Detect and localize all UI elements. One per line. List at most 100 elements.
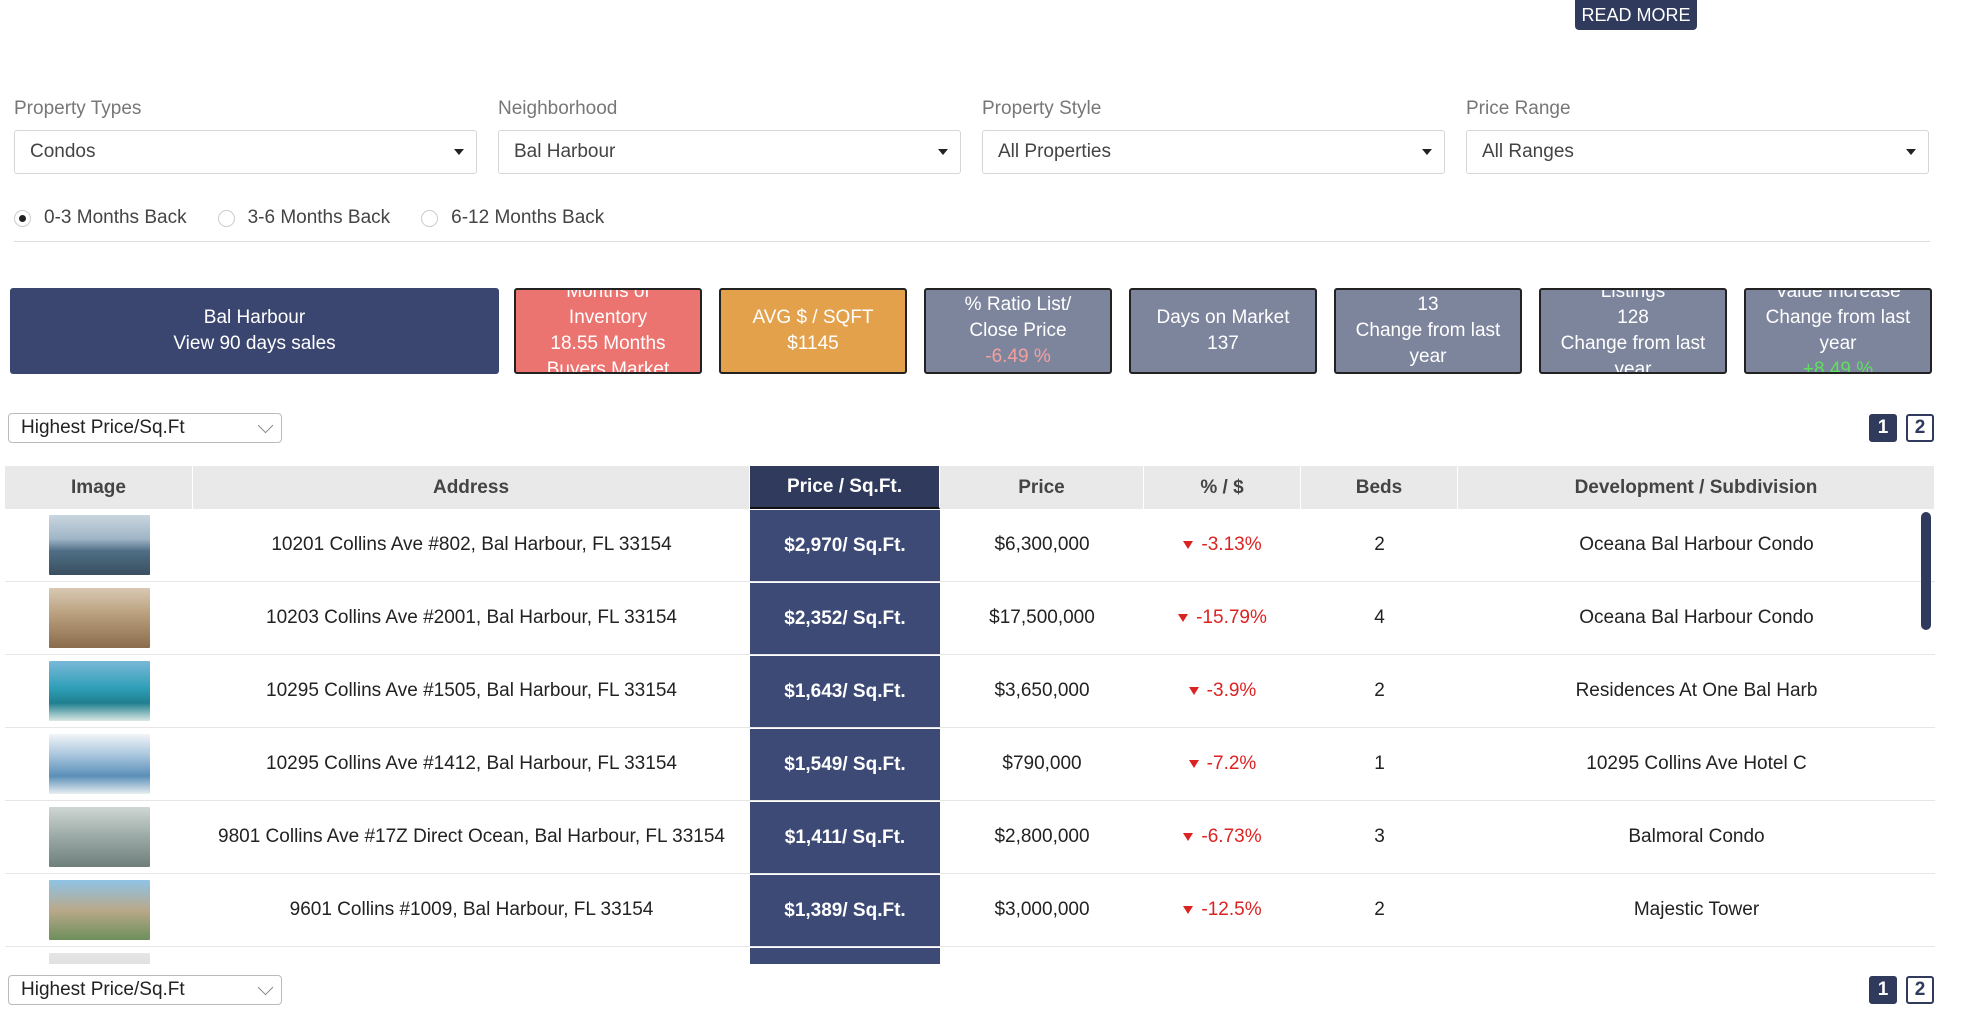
- radio-button[interactable]: [14, 209, 31, 227]
- address-cell[interactable]: 10203 Collins Ave #2001, Bal Harbour, FL…: [266, 607, 677, 628]
- property-thumbnail[interactable]: [48, 953, 150, 964]
- address-cell[interactable]: 10295 Collins Ave #1412, Bal Harbour, FL…: [266, 753, 677, 774]
- header-beds[interactable]: Beds: [1301, 466, 1458, 509]
- percent-cell: -3.9%: [1144, 655, 1301, 727]
- price-per-sqft-cell: $1,549/ Sq.Ft.: [750, 728, 940, 800]
- header-address[interactable]: Address: [193, 466, 750, 509]
- property-thumbnail[interactable]: [48, 588, 150, 648]
- development-cell: Oceana Bal Harbour Condo: [1579, 607, 1814, 628]
- read-more-button[interactable]: READ MORE: [1575, 0, 1697, 30]
- development-cell: Oceana Bal Harbour Condo: [1579, 534, 1814, 555]
- table-row[interactable]: 10203 Collins Ave #2001, Bal Harbour, FL…: [5, 582, 1935, 655]
- price-range-select[interactable]: All Ranges: [1466, 130, 1929, 174]
- change-card[interactable]: 13 Change from last year: [1334, 288, 1522, 374]
- stat-line: 13: [1417, 294, 1439, 315]
- stat-line: Inventory: [568, 307, 648, 328]
- months-inventory-card[interactable]: Months of Inventory 18.55 Months Buyers Mar…: [514, 288, 702, 374]
- sort-select-bottom[interactable]: Highest Price/Sq.Ft: [8, 975, 282, 1005]
- address-cell[interactable]: 10295 Collins Ave #1505, Bal Harbour, FL…: [266, 680, 677, 701]
- property-thumbnail[interactable]: [48, 734, 150, 794]
- radio-button[interactable]: [421, 209, 439, 227]
- page-2-button[interactable]: 2: [1906, 414, 1934, 442]
- table-row[interactable]: 10295 Collins Ave #1412, Bal Harbour, FL…: [5, 728, 1935, 801]
- beds-cell: 2: [1374, 680, 1385, 701]
- percent-cell: -12.5%: [1144, 874, 1301, 946]
- table-row[interactable]: 9601 Collins #1009, Bal Harbour, FL 3315…: [5, 874, 1935, 947]
- radio-0-3-months[interactable]: 0-3 Months Back: [14, 207, 187, 229]
- neighborhood-sales-card[interactable]: Bal Harbour View 90 days sales: [10, 288, 499, 374]
- address-cell[interactable]: [193, 947, 750, 964]
- header-development[interactable]: Development / Subdivision: [1458, 466, 1935, 509]
- listings-card[interactable]: Listings 128 Change from last year: [1539, 288, 1727, 374]
- down-triangle-icon: [1183, 906, 1194, 914]
- table-row[interactable]: 10201 Collins Ave #802, Bal Harbour, FL …: [5, 509, 1935, 582]
- stat-line: 137: [1207, 333, 1239, 354]
- address-cell[interactable]: 9801 Collins Ave #17Z Direct Ocean, Bal …: [218, 826, 725, 847]
- development-cell: Balmoral Condo: [1628, 826, 1765, 847]
- stat-line: Change from last: [1765, 307, 1911, 328]
- property-thumbnail[interactable]: [48, 515, 150, 575]
- radio-3-6-months[interactable]: 3-6 Months Back: [217, 207, 391, 229]
- address-cell[interactable]: 10201 Collins Ave #802, Bal Harbour, FL …: [271, 534, 672, 555]
- radio-6-12-months[interactable]: 6-12 Months Back: [421, 207, 604, 229]
- caret-down-icon: [1906, 149, 1916, 155]
- property-types-select[interactable]: Condos: [14, 130, 477, 174]
- property-thumbnail[interactable]: [48, 807, 150, 867]
- down-triangle-icon: [1188, 687, 1199, 695]
- table-row[interactable]: [5, 947, 1935, 964]
- down-triangle-icon: [1183, 833, 1194, 841]
- beds-cell: 4: [1374, 607, 1385, 628]
- radio-button[interactable]: [217, 209, 235, 227]
- page-2-button[interactable]: 2: [1906, 976, 1934, 1004]
- select-value: All Properties: [998, 141, 1111, 162]
- table-row[interactable]: 9801 Collins Ave #17Z Direct Ocean, Bal …: [5, 801, 1935, 874]
- price-per-sqft-cell: $2,352/ Sq.Ft.: [750, 582, 940, 654]
- stat-line: View 90 days sales: [173, 333, 336, 354]
- ratio-list-close-card[interactable]: % Ratio List/Close Price -6.49 %: [924, 288, 1112, 374]
- beds-cell: 3: [1374, 826, 1385, 847]
- header-price-per-sqft[interactable]: Price / Sq.Ft.: [750, 466, 940, 509]
- stat-line: $1145: [787, 333, 839, 354]
- price-per-sqft-cell: [750, 947, 940, 964]
- stat-line: -6.49 %: [985, 346, 1051, 367]
- chevron-down-icon: [257, 417, 274, 434]
- table-row[interactable]: 10295 Collins Ave #1505, Bal Harbour, FL…: [5, 655, 1935, 728]
- image-cell: [5, 728, 193, 800]
- value-increase-card[interactable]: Value Increase Change from last year +8.49 …: [1744, 288, 1932, 374]
- stat-line: Buyers Market: [546, 359, 670, 374]
- property-style-select[interactable]: All Properties: [982, 130, 1445, 174]
- down-triangle-icon: [1183, 541, 1194, 549]
- image-cell: [5, 655, 193, 727]
- filter-label: Neighborhood: [498, 98, 618, 119]
- price-per-sqft-cell: $1,389/ Sq.Ft.: [750, 874, 940, 946]
- beds-cell: 1: [1374, 753, 1385, 774]
- stat-line: year: [1819, 333, 1857, 354]
- price-per-sqft-cell: $1,411/ Sq.Ft.: [750, 801, 940, 873]
- sort-select-top[interactable]: Highest Price/Sq.Ft: [8, 413, 282, 443]
- select-value: All Ranges: [1482, 141, 1574, 162]
- address-cell[interactable]: 9601 Collins #1009, Bal Harbour, FL 3315…: [289, 899, 654, 920]
- period-radio-group: 0-3 Months Back 3-6 Months Back 6-12 Mon…: [14, 207, 635, 229]
- header-image[interactable]: Image: [5, 466, 193, 509]
- stat-line: % Ratio List/: [964, 294, 1072, 315]
- property-thumbnail[interactable]: [48, 880, 150, 940]
- radio-label: 3-6 Months Back: [247, 207, 391, 228]
- down-triangle-icon: [1178, 614, 1189, 622]
- header-percent[interactable]: % / $: [1144, 466, 1301, 509]
- page-1-button[interactable]: 1: [1869, 976, 1897, 1004]
- sort-value: Highest Price/Sq.Ft: [21, 417, 185, 438]
- neighborhood-select[interactable]: Bal Harbour: [498, 130, 961, 174]
- avg-price-sqft-card[interactable]: AVG $ / SQFT $1145: [719, 288, 907, 374]
- property-thumbnail[interactable]: [48, 661, 150, 721]
- table-scrollbar[interactable]: [1921, 512, 1931, 630]
- stat-line: Change from last: [1355, 320, 1501, 341]
- page-1-button[interactable]: 1: [1869, 414, 1897, 442]
- days-on-market-card[interactable]: Days on Market 137: [1129, 288, 1317, 374]
- beds-cell: 2: [1374, 899, 1385, 920]
- header-price[interactable]: Price: [940, 466, 1144, 509]
- beds-cell: 2: [1374, 534, 1385, 555]
- filter-bar: Property Types Condos Neighborhood Bal H…: [14, 98, 1929, 174]
- filter-label: Property Types: [14, 98, 142, 119]
- stat-line: Bal Harbour: [203, 307, 306, 328]
- stat-line: +8.49 %: [1802, 359, 1874, 374]
